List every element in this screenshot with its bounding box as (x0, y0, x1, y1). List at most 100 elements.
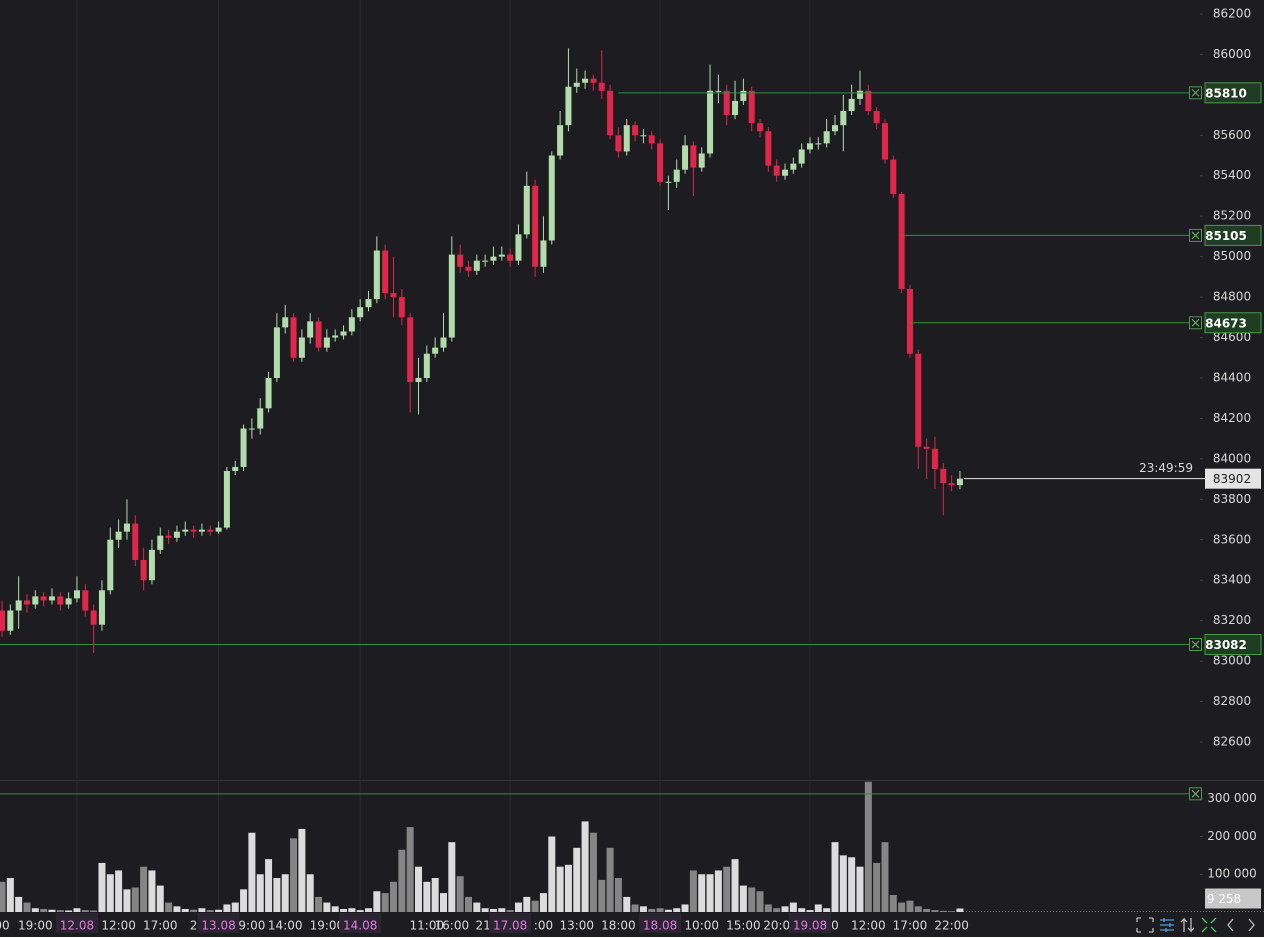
candle-body (123, 523, 130, 532)
candle-body (315, 321, 322, 348)
volume-bar (23, 902, 31, 912)
candle-body (782, 169, 789, 176)
volume-bar (323, 902, 331, 912)
volume-bar (789, 902, 797, 912)
candle-body (931, 448, 938, 469)
alert-label-bg (1204, 634, 1262, 656)
candle-body (923, 446, 930, 449)
volume-bar (731, 859, 739, 912)
settings-icon[interactable] (1160, 918, 1174, 932)
day-label-bg (489, 913, 532, 933)
candle-body (507, 254, 514, 261)
price-label: 83902 (1213, 472, 1251, 486)
y-tick-label: 84400 (1213, 370, 1251, 384)
alert-label: 85810 (1205, 86, 1247, 100)
candle-body (956, 478, 963, 486)
y-tick-label: 85200 (1213, 209, 1251, 223)
volume-bar (756, 891, 764, 912)
volume-bar (498, 908, 506, 912)
volume-label: 9 258 (1207, 892, 1241, 906)
volume-bar (614, 878, 622, 912)
scale-icon[interactable] (1180, 917, 1195, 933)
volume-bar (923, 908, 931, 912)
volume-bar (48, 909, 56, 912)
candle-body (815, 143, 822, 145)
price-label-bg (1205, 468, 1261, 489)
candle-body (332, 335, 339, 338)
volume-bar (390, 881, 398, 912)
candle-body (682, 145, 689, 170)
candle-body (881, 123, 888, 160)
candle-body (740, 90, 747, 101)
alert-label: 85105 (1205, 229, 1247, 243)
candle-body (448, 254, 455, 338)
x-tick-label: 22:00 (934, 919, 969, 933)
x-tick-label: 12:00 (851, 919, 886, 933)
fit-icon[interactable] (1201, 917, 1217, 933)
candle-body (257, 408, 264, 429)
candle-body (748, 90, 755, 124)
candle-body (915, 353, 922, 447)
candle-body (690, 145, 697, 168)
candle-body (265, 377, 272, 409)
candle-body (107, 539, 114, 591)
volume-bar (0, 881, 6, 912)
volume-bar (864, 781, 872, 912)
candle-body (906, 288, 913, 354)
volume-bar (215, 909, 223, 912)
volume-bar (115, 870, 123, 912)
scroll-left[interactable] (1227, 918, 1234, 932)
volume-bar (589, 832, 597, 912)
candle-body (873, 111, 880, 124)
volume-bar (423, 881, 431, 912)
day-label-bg (55, 913, 98, 933)
volume-bar (681, 904, 689, 912)
volume-bar (439, 893, 447, 912)
volume-bar (689, 870, 697, 912)
candle-body (273, 327, 280, 378)
volume-bar (539, 893, 547, 912)
candle-body (665, 181, 672, 183)
candle-body (823, 131, 830, 144)
volume-bar (723, 866, 731, 912)
y-tick-label: 83400 (1213, 573, 1251, 587)
volume-bar (464, 896, 472, 912)
volume-bar (373, 891, 381, 912)
candle-body (390, 293, 397, 298)
candle-body (832, 125, 838, 132)
candle-body (498, 254, 505, 257)
candle-body (48, 596, 55, 601)
volume-bar (406, 827, 414, 912)
volume-bar (431, 878, 439, 912)
volume-bar (381, 893, 389, 912)
candle-body (723, 90, 730, 116)
scroll-right[interactable] (1248, 918, 1255, 932)
volume-bar (831, 842, 839, 912)
candle-body (557, 125, 564, 156)
y-tick-label: 84000 (1213, 451, 1251, 465)
volume-bar (948, 911, 956, 912)
fullscreen-icon[interactable] (1136, 917, 1154, 933)
day-label-bg (339, 913, 382, 933)
alert-label: 84673 (1205, 316, 1247, 330)
candle-body (132, 523, 139, 560)
candle-body (215, 527, 222, 532)
volume-bar (365, 908, 373, 912)
volume-bar (673, 908, 681, 912)
alert-remove-icon (1191, 640, 1200, 649)
volume-bar (331, 906, 339, 912)
candle-body (582, 78, 589, 83)
candle-body (157, 535, 164, 550)
candle-body (473, 260, 480, 271)
candle-body (415, 377, 422, 383)
x-tick-label: 19:00 (18, 919, 53, 933)
volume-bar (415, 866, 422, 912)
volume-bar (573, 847, 581, 912)
alert-remove-icon (1189, 787, 1202, 801)
candle-body (707, 90, 714, 154)
volume-bar (231, 902, 239, 912)
volume-bar (698, 874, 706, 912)
candle-body (407, 317, 414, 383)
x-day-label: 17.08 (493, 919, 527, 933)
candle-body (856, 90, 863, 99)
